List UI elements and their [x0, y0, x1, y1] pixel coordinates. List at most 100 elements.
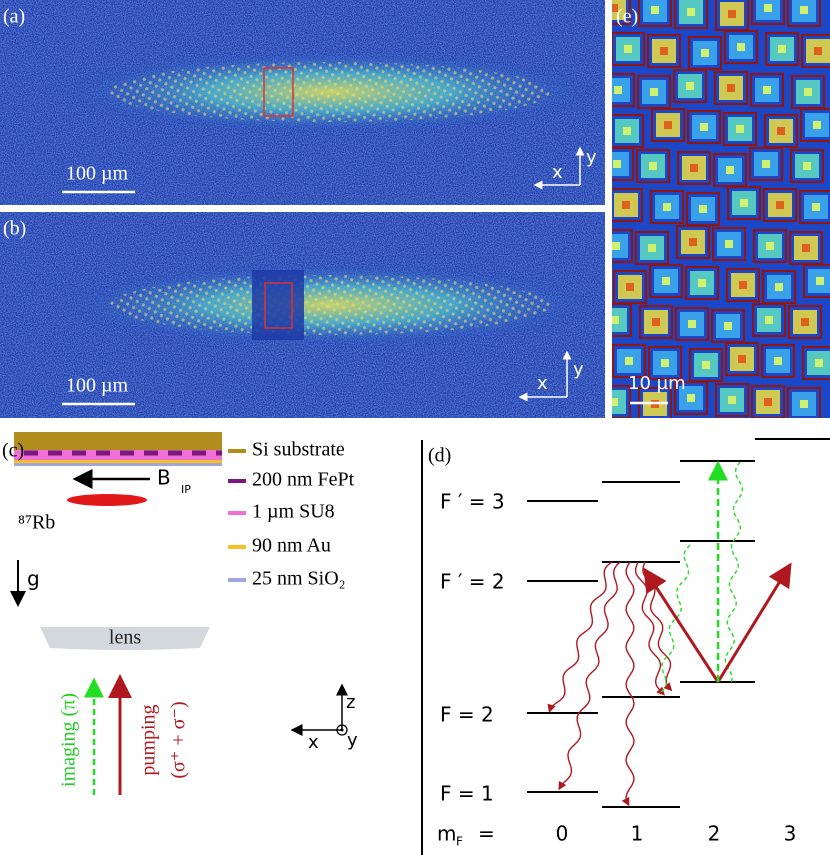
site-core — [651, 6, 659, 14]
site-box — [612, 31, 646, 67]
site-box — [686, 109, 722, 145]
mf-value: 1 — [631, 822, 644, 846]
legend-label: 90 nm Au — [252, 535, 331, 557]
site-core — [662, 277, 670, 285]
legend-label: 1 µm SU8 — [252, 501, 335, 523]
panel-label: (a) — [3, 6, 25, 28]
site-core — [612, 316, 619, 324]
mf-value: 3 — [784, 822, 797, 846]
panel-b-image — [0, 212, 605, 418]
site-core — [663, 203, 671, 211]
level-diagram: F ′ = 3 F ′ = 2 F = 2 F = 1 0 1 2 3 — [440, 438, 830, 846]
pumping-label: pumping — [138, 704, 160, 775]
site-box — [675, 224, 711, 260]
site-core — [736, 125, 744, 133]
site-core — [775, 283, 783, 291]
site-box — [722, 111, 758, 147]
level-label: F = 2 — [440, 703, 494, 727]
site-core — [687, 394, 695, 402]
site-box — [787, 304, 823, 340]
panel-label: (e) — [616, 6, 638, 28]
legend-label: 200 nm FePt — [252, 469, 355, 491]
site-box — [649, 189, 685, 225]
site-core — [650, 88, 658, 96]
site-core — [623, 127, 631, 135]
site-core — [626, 283, 634, 291]
site-core — [763, 86, 771, 94]
site-core — [660, 47, 668, 55]
site-core — [614, 86, 622, 94]
legend-swatch — [228, 449, 246, 453]
site-box — [714, 382, 750, 418]
site-box — [647, 345, 683, 381]
atom-label: ⁸⁷Rb — [18, 512, 55, 534]
site-core — [777, 127, 785, 135]
site-core — [800, 400, 808, 408]
panel-label: (d) — [428, 445, 451, 467]
legend-swatch — [228, 545, 246, 549]
site-box — [612, 228, 634, 264]
site-box — [672, 68, 708, 104]
gravity-label: g — [27, 567, 40, 591]
site-box — [786, 0, 822, 28]
site-core — [664, 121, 672, 129]
site-box — [786, 386, 822, 418]
decay — [658, 544, 691, 696]
site-core — [649, 162, 657, 170]
site-box — [798, 189, 830, 225]
site-core — [724, 322, 732, 330]
pumping-pol-label: (σ⁺ + σ⁻) — [168, 701, 190, 778]
scale-label: 100 µm — [66, 163, 129, 185]
site-core — [686, 82, 694, 90]
site-core — [661, 359, 669, 367]
site-box — [760, 343, 796, 379]
site-box — [673, 0, 709, 30]
panel-e-image — [612, 0, 830, 418]
site-core — [804, 88, 812, 96]
site-box — [802, 263, 830, 299]
site-box — [612, 146, 635, 182]
site-core — [814, 47, 822, 55]
site-box — [725, 267, 761, 303]
site-core — [739, 281, 747, 289]
axis-label: y — [573, 359, 584, 380]
site-box — [674, 306, 710, 342]
site-box — [752, 228, 788, 264]
legend-swatch — [228, 479, 246, 483]
site-box — [673, 380, 709, 416]
site-core — [778, 45, 786, 53]
site-box — [800, 33, 830, 69]
panel-a-image — [0, 0, 605, 205]
axis-dot — [336, 724, 348, 736]
site-box — [612, 72, 636, 108]
legend-label: 25 nm SiO₂ — [252, 568, 346, 590]
site-core — [765, 316, 773, 324]
site-core — [803, 162, 811, 170]
legend-swatch — [228, 578, 246, 582]
site-core — [764, 398, 772, 406]
panel-label: (c) — [2, 440, 24, 462]
decay — [621, 561, 635, 807]
site-box — [638, 304, 674, 340]
panel-label: (b) — [3, 218, 26, 240]
axis-label: x — [552, 162, 563, 183]
site-box — [762, 187, 798, 223]
site-box — [612, 302, 633, 338]
site-box — [789, 148, 825, 184]
site-core — [766, 242, 774, 250]
site-box — [726, 185, 762, 221]
site-core — [690, 164, 698, 172]
scale-label: 100 µm — [66, 375, 129, 397]
imaging-label: imaging (π) — [58, 693, 80, 787]
site-core — [624, 45, 632, 53]
mf-value: 2 — [708, 822, 721, 846]
level-label: F ′ = 2 — [440, 570, 505, 594]
site-core — [702, 361, 710, 369]
axis-dot — [340, 728, 344, 732]
lens-label: lens — [109, 627, 141, 649]
legend: Si substrate 200 nm FePt 1 µm SU8 90 nm Au 2… — [228, 439, 355, 590]
site-box — [635, 148, 671, 184]
axis-label: x — [537, 373, 548, 394]
site-core — [725, 240, 733, 248]
